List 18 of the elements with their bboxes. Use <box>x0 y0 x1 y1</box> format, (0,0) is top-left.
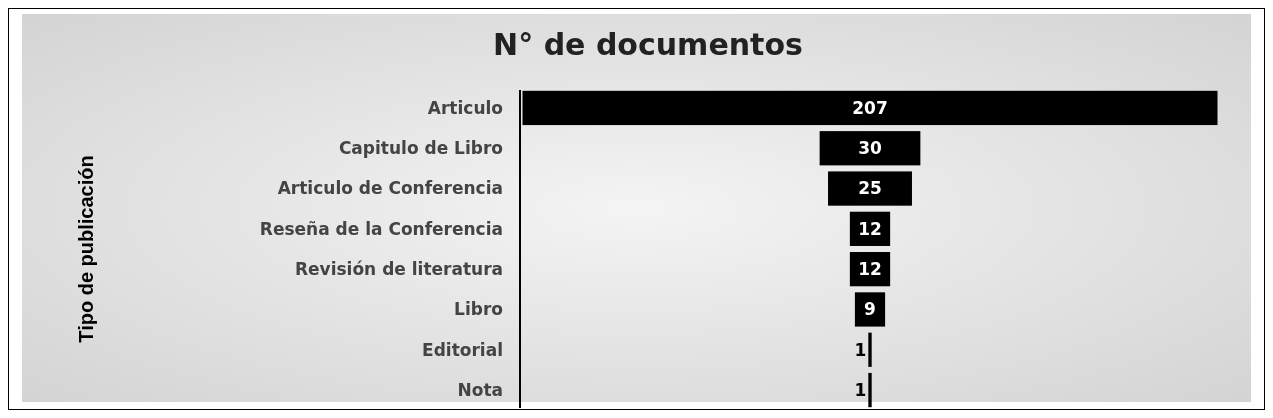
data-label: 1 <box>854 339 867 360</box>
category-label: Libro <box>454 299 503 320</box>
category-label: Nota <box>457 380 503 401</box>
category-label: Articulo <box>427 97 503 118</box>
category-label: Capitulo de Libro <box>338 138 503 159</box>
data-label: 25 <box>858 178 882 199</box>
data-label: 12 <box>858 259 882 280</box>
text: Tipo de publicación <box>75 155 97 343</box>
data-label: 30 <box>858 138 882 159</box>
category-label: Articulo de Conferencia <box>277 178 503 199</box>
text: N° de documentos <box>493 27 803 62</box>
category-label: Editorial <box>422 339 503 360</box>
category-label: Revisión de literatura <box>294 259 503 280</box>
data-label: 12 <box>858 218 882 239</box>
category-label: Reseña de la Conferencia <box>259 218 503 239</box>
data-label: 207 <box>852 97 888 118</box>
data-label: 1 <box>854 380 867 401</box>
data-label: 9 <box>864 299 876 320</box>
